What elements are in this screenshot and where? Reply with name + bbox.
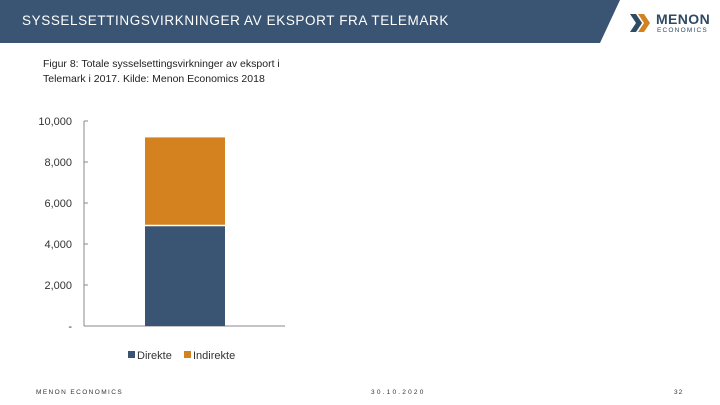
footer-company: MENON ECONOMICS [36,389,124,396]
legend-swatch-direkte [128,351,135,358]
logo-subtitle: ECONOMICS [657,27,708,34]
y-tick-label: 4,000 [44,239,72,251]
y-tick-label: 10,000 [38,116,72,128]
menon-logo: MENON ECONOMICS [630,11,712,36]
caption-line-1: Figur 8: Totale sysselsettingsvirkninger… [43,58,280,70]
header-bar [0,0,620,43]
menon-m-icon [630,14,650,32]
y-tick-label: 2,000 [44,280,72,292]
bar-direkte [145,225,225,326]
legend-label-indirekte: Indirekte [193,350,235,362]
slide-title: SYSSELSETTINGSVIRKNINGER AV EKSPORT FRA … [22,13,449,28]
legend-swatch-indirekte [184,351,191,358]
caption-line-2: Telemark i 2017. Kilde: Menon Economics … [43,73,265,85]
legend-label-direkte: Direkte [137,350,172,362]
bar-indirekte [145,137,225,226]
y-tick-label: - [68,321,72,333]
figure-caption: Figur 8: Totale sysselsettingsvirkninger… [43,57,333,87]
logo-text: MENON [656,11,711,27]
page-number: 32 [674,389,684,396]
footer-date: 30.10.2020 [371,389,426,396]
y-tick-label: 8,000 [44,157,72,169]
y-tick-label: 6,000 [44,198,72,210]
slide-header: SYSSELSETTINGSVIRKNINGER AV EKSPORT FRA … [0,0,720,43]
